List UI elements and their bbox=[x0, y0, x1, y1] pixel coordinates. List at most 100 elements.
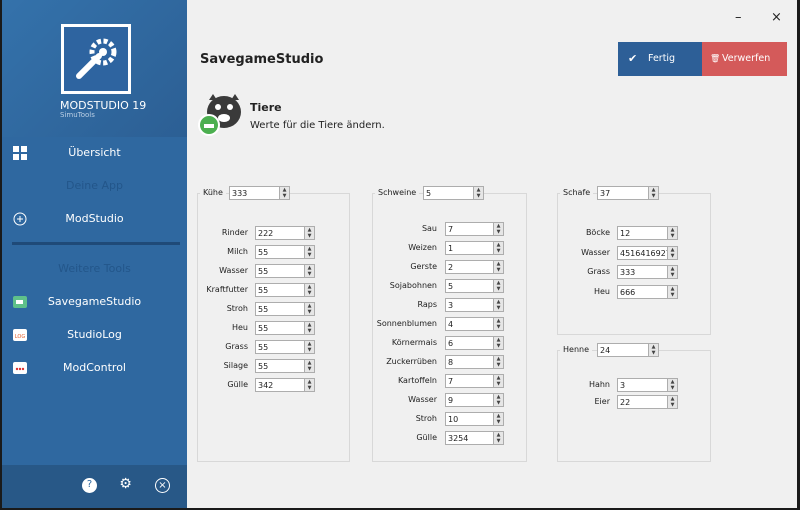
section-deine-app: Deine App bbox=[65, 179, 124, 192]
spinner-button[interactable]: ▲ ▼ bbox=[305, 340, 315, 354]
spinner-button[interactable]: ▲ ▼ bbox=[649, 186, 659, 200]
field-input[interactable]: 333 bbox=[617, 265, 668, 279]
field-label: Gülle bbox=[227, 380, 248, 389]
page-title: SavegameStudio bbox=[200, 52, 324, 67]
sidebar-item-label: ModStudio bbox=[65, 212, 124, 225]
field-label: Eier bbox=[594, 397, 611, 406]
field-input[interactable]: 3 bbox=[445, 298, 494, 312]
field-label: Raps bbox=[417, 300, 437, 309]
field-input[interactable]: 55 bbox=[255, 359, 305, 373]
field-input[interactable]: 55 bbox=[255, 340, 305, 354]
spinner-button[interactable]: ▲ ▼ bbox=[494, 374, 504, 388]
spinner-button[interactable]: ▲ ▼ bbox=[494, 260, 504, 274]
field-input[interactable]: 10 bbox=[445, 412, 494, 426]
field-input[interactable]: 55 bbox=[255, 283, 305, 297]
field-label: Gülle bbox=[416, 433, 437, 442]
spinner-button[interactable]: ▲ ▼ bbox=[649, 343, 659, 357]
spinner-button[interactable]: ▲ ▼ bbox=[494, 412, 504, 426]
sidebar-item-modcontrol[interactable]: ModControl bbox=[2, 356, 187, 380]
group-count-input[interactable]: 5 bbox=[423, 186, 474, 200]
field-input[interactable]: 55 bbox=[255, 302, 305, 316]
spinner-button[interactable]: ▲ ▼ bbox=[668, 246, 678, 260]
group-count-input[interactable]: 333 bbox=[229, 186, 280, 200]
field-input[interactable]: 7 bbox=[445, 222, 494, 236]
field-input[interactable]: 55 bbox=[255, 264, 305, 278]
spinner-button[interactable]: ▲ ▼ bbox=[494, 431, 504, 445]
field-input[interactable]: 22 bbox=[617, 395, 668, 409]
close-button[interactable]: × bbox=[771, 10, 782, 25]
field-input[interactable]: 3 bbox=[617, 378, 668, 392]
group-count-input[interactable]: 37 bbox=[597, 186, 649, 200]
gear-pencil-icon bbox=[76, 38, 117, 79]
spinner-button[interactable]: ▲ ▼ bbox=[668, 378, 678, 392]
field-label: Milch bbox=[227, 247, 248, 256]
log-icon: LOG bbox=[13, 329, 27, 341]
field-input[interactable]: 4 bbox=[445, 317, 494, 331]
field-input[interactable]: 3254 bbox=[445, 431, 494, 445]
pig-icon bbox=[198, 94, 241, 136]
spinner-button[interactable]: ▲ ▼ bbox=[305, 378, 315, 392]
help-icon[interactable]: ? bbox=[82, 478, 97, 493]
spinner-button[interactable]: ▲ ▼ bbox=[494, 393, 504, 407]
field-label: Wasser bbox=[408, 395, 437, 404]
sidebar-item-uebersicht[interactable]: Übersicht bbox=[2, 141, 187, 165]
spinner-button[interactable]: ▲ ▼ bbox=[668, 265, 678, 279]
sidebar-divider bbox=[12, 242, 180, 245]
field-label: Wasser bbox=[219, 266, 248, 275]
spinner-button[interactable]: ▲ ▼ bbox=[494, 222, 504, 236]
field-label: Rinder bbox=[221, 228, 248, 237]
field-input[interactable]: 5 bbox=[445, 279, 494, 293]
sidebar-item-savegamestudio[interactable]: SavegameStudio bbox=[2, 290, 187, 314]
spinner-button[interactable]: ▲ ▼ bbox=[305, 245, 315, 259]
group-label: Schweine bbox=[375, 188, 420, 197]
discard-button[interactable]: 🗑 Verwerfen bbox=[702, 42, 787, 76]
done-label: Fertig bbox=[648, 53, 676, 64]
field-input[interactable]: 7 bbox=[445, 374, 494, 388]
group-count-input[interactable]: 24 bbox=[597, 343, 649, 357]
spinner-button[interactable]: ▲ ▼ bbox=[494, 336, 504, 350]
spinner-button[interactable]: ▲ ▼ bbox=[494, 279, 504, 293]
settings-icon[interactable]: ⚙ bbox=[119, 476, 132, 492]
field-label: Zuckerrüben bbox=[386, 357, 437, 366]
group-label: Schafe bbox=[560, 188, 594, 197]
spinner-button[interactable]: ▲ ▼ bbox=[494, 298, 504, 312]
spinner-button[interactable]: ▲ ▼ bbox=[494, 355, 504, 369]
field-label: Wasser bbox=[581, 248, 610, 257]
field-input[interactable]: 12 bbox=[617, 226, 668, 240]
spinner-button[interactable]: ▲ ▼ bbox=[305, 264, 315, 278]
exit-icon[interactable]: × bbox=[155, 478, 170, 493]
field-input[interactable]: 1 bbox=[445, 241, 494, 255]
field-input[interactable]: 2 bbox=[445, 260, 494, 274]
field-input[interactable]: 8 bbox=[445, 355, 494, 369]
sidebar-item-modstudio[interactable]: ModStudio bbox=[2, 207, 187, 231]
spinner-button[interactable]: ▲ ▼ bbox=[474, 186, 484, 200]
brand-name: MODSTUDIO 19 bbox=[60, 99, 147, 112]
spinner-button[interactable]: ▲ ▼ bbox=[668, 226, 678, 240]
field-input[interactable]: 451641692708 bbox=[617, 246, 668, 260]
spinner-button[interactable]: ▲ ▼ bbox=[305, 283, 315, 297]
spinner-button[interactable]: ▲ ▼ bbox=[305, 302, 315, 316]
field-input[interactable]: 55 bbox=[255, 321, 305, 335]
spinner-button[interactable]: ▲ ▼ bbox=[668, 395, 678, 409]
done-button[interactable]: ✔ Fertig bbox=[618, 42, 702, 76]
group-label: Henne bbox=[560, 345, 592, 354]
minimize-button[interactable]: – bbox=[735, 10, 742, 25]
spinner-button[interactable]: ▲ ▼ bbox=[305, 359, 315, 373]
discard-label: Verwerfen bbox=[722, 53, 771, 64]
field-input[interactable]: 9 bbox=[445, 393, 494, 407]
sidebar-item-studiolog[interactable]: LOG StudioLog bbox=[2, 323, 187, 347]
spinner-button[interactable]: ▲ ▼ bbox=[494, 241, 504, 255]
field-input[interactable]: 342 bbox=[255, 378, 305, 392]
field-input[interactable]: 666 bbox=[617, 285, 668, 299]
spinner-button[interactable]: ▲ ▼ bbox=[305, 226, 315, 240]
field-input[interactable]: 222 bbox=[255, 226, 305, 240]
spinner-button[interactable]: ▲ ▼ bbox=[668, 285, 678, 299]
spinner-button[interactable]: ▲ ▼ bbox=[305, 321, 315, 335]
section-weitere-tools: Weitere Tools bbox=[58, 262, 131, 275]
spinner-button[interactable]: ▲ ▼ bbox=[494, 317, 504, 331]
field-input[interactable]: 6 bbox=[445, 336, 494, 350]
spinner-button[interactable]: ▲ ▼ bbox=[280, 186, 290, 200]
field-input[interactable]: 55 bbox=[255, 245, 305, 259]
trash-icon: 🗑 bbox=[710, 54, 721, 63]
